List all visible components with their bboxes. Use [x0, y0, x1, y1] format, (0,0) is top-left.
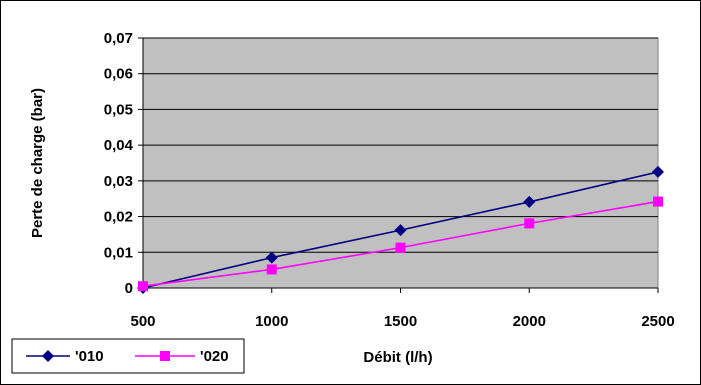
data-point-square [138, 281, 148, 292]
y-axis-title: Perte de charge (bar) [29, 88, 46, 238]
y-tick-label: 0,06 [104, 66, 133, 83]
legend-label-020: '020 [200, 348, 229, 365]
x-tick-label: 1500 [384, 313, 417, 330]
y-tick-label: 0 [125, 280, 133, 297]
y-tick-label: 0,01 [104, 244, 133, 261]
series-lines [137, 165, 664, 294]
data-point-square [395, 242, 406, 253]
y-tick-label: 0,04 [104, 137, 134, 154]
data-point-square [266, 264, 277, 275]
x-tick-label: 1000 [255, 313, 288, 330]
data-point-square [524, 218, 535, 229]
legend-label-010: '010 [75, 348, 104, 365]
x-tick-label: 500 [130, 313, 155, 330]
legend-marker-020 [160, 351, 170, 361]
data-point-square [653, 196, 663, 207]
y-tick-label: 0,03 [104, 173, 133, 190]
x-axis-title: Débit (l/h) [363, 349, 432, 366]
x-tick-label: 2000 [513, 313, 546, 330]
y-tick-label: 0,02 [104, 209, 133, 226]
y-tick-label: 0,07 [104, 30, 133, 47]
data-point-diamond [265, 251, 278, 264]
data-point-diamond [394, 224, 407, 237]
y-axis-ticks: 0 0,01 0,02 0,03 0,04 0,05 0,06 0,07 [104, 30, 143, 297]
legend: '010 '020 [11, 338, 245, 374]
y-tick-label: 0,05 [104, 101, 133, 118]
x-axis-ticks: 500 1000 1500 2000 2500 [130, 38, 675, 330]
x-tick-label: 2500 [641, 313, 674, 330]
data-point-diamond [652, 165, 664, 178]
data-point-diamond [523, 195, 536, 208]
legend-marker-010 [42, 350, 54, 362]
